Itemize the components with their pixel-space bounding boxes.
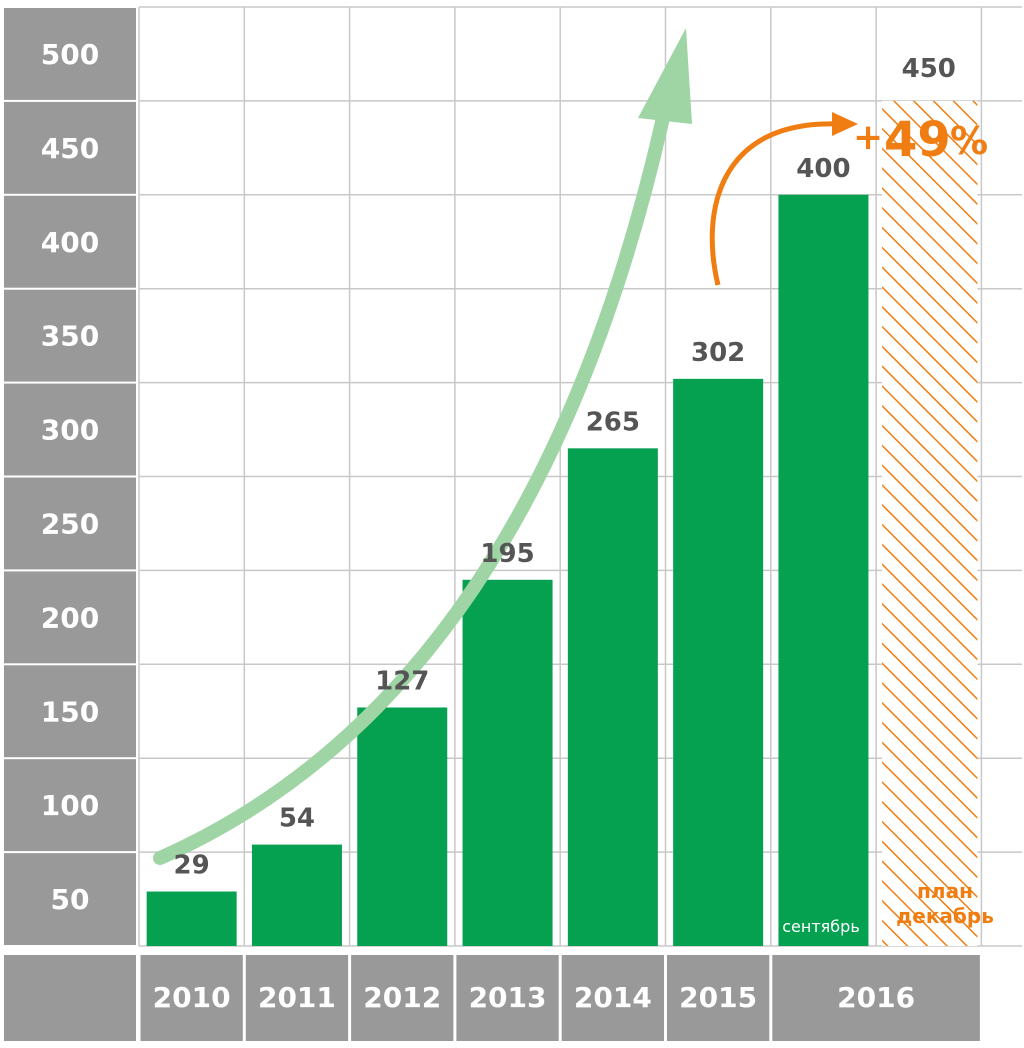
y-tick-label: 300 bbox=[41, 414, 99, 447]
x-axis-corner bbox=[4, 955, 136, 1041]
y-tick-label: 200 bbox=[41, 601, 99, 634]
y-tick-box bbox=[4, 8, 136, 100]
y-tick-label: 250 bbox=[41, 507, 99, 540]
note-plan: план bbox=[917, 879, 973, 903]
y-tick-box bbox=[4, 665, 136, 758]
value-label: 400 bbox=[796, 154, 850, 184]
bar-2011 bbox=[251, 844, 342, 946]
x-tick-box bbox=[456, 955, 559, 1041]
x-tick-label: 2015 bbox=[679, 981, 757, 1014]
value-label: 265 bbox=[586, 407, 640, 437]
y-tick-box bbox=[4, 289, 136, 382]
y-tick-box bbox=[4, 195, 136, 288]
y-tick-box bbox=[4, 383, 136, 476]
x-tick-box bbox=[351, 955, 454, 1041]
value-label: 54 bbox=[279, 804, 315, 834]
growth-arrow-icon bbox=[709, 112, 858, 286]
value-label: 450 bbox=[902, 54, 956, 84]
x-tick-box bbox=[667, 955, 770, 1041]
y-tick-box bbox=[4, 571, 136, 664]
y-tick-box bbox=[4, 477, 136, 570]
value-labels: 29 54 127 195 265 302 400 450 bbox=[174, 54, 956, 881]
value-label: 29 bbox=[174, 851, 210, 881]
bar-2015 bbox=[673, 378, 764, 946]
y-tick-label: 350 bbox=[41, 320, 99, 353]
x-tick-box bbox=[140, 955, 243, 1041]
x-tick-label: 2014 bbox=[574, 981, 652, 1014]
y-tick-label: 100 bbox=[41, 789, 99, 822]
x-tick-label: 2016 bbox=[837, 981, 915, 1014]
x-tick-label: 2012 bbox=[363, 981, 441, 1014]
y-tick-label: 500 bbox=[41, 38, 99, 71]
x-tick-label: 2013 bbox=[469, 981, 547, 1014]
y-tick-label: 50 bbox=[51, 883, 90, 916]
y-axis: 50 100 150 200 250 300 350 400 450 500 bbox=[4, 8, 136, 945]
bar-2014 bbox=[567, 448, 658, 946]
growth-plus: + bbox=[853, 117, 883, 158]
x-tick-label: 2010 bbox=[153, 981, 231, 1014]
note-september: сентябрь bbox=[782, 917, 860, 936]
growth-value: 49 bbox=[884, 112, 951, 168]
y-tick-label: 400 bbox=[41, 226, 99, 259]
x-tick-label: 2011 bbox=[258, 981, 336, 1014]
bar-2016-plan bbox=[882, 100, 978, 946]
y-tick-label: 150 bbox=[41, 695, 99, 728]
bars bbox=[146, 194, 869, 947]
bar-2012 bbox=[357, 707, 448, 946]
value-label: 127 bbox=[375, 666, 429, 696]
x-tick-box bbox=[772, 955, 980, 1041]
bar-2010 bbox=[146, 891, 237, 946]
note-december: декабрь bbox=[896, 904, 994, 928]
y-tick-box bbox=[4, 853, 136, 945]
bar-2016 bbox=[778, 194, 869, 947]
growth-percent: % bbox=[950, 119, 988, 163]
trend-arrow-icon bbox=[153, 28, 692, 865]
x-tick-box bbox=[245, 955, 349, 1041]
value-label: 195 bbox=[480, 539, 534, 569]
y-tick-box bbox=[4, 759, 136, 852]
x-axis: 2010 2011 2012 2013 2014 2015 2016 bbox=[4, 955, 980, 1041]
y-tick-box bbox=[4, 101, 136, 194]
x-tick-box bbox=[561, 955, 664, 1041]
value-label: 302 bbox=[691, 338, 745, 368]
bar-2013 bbox=[462, 579, 553, 946]
y-tick-label: 450 bbox=[41, 132, 99, 165]
